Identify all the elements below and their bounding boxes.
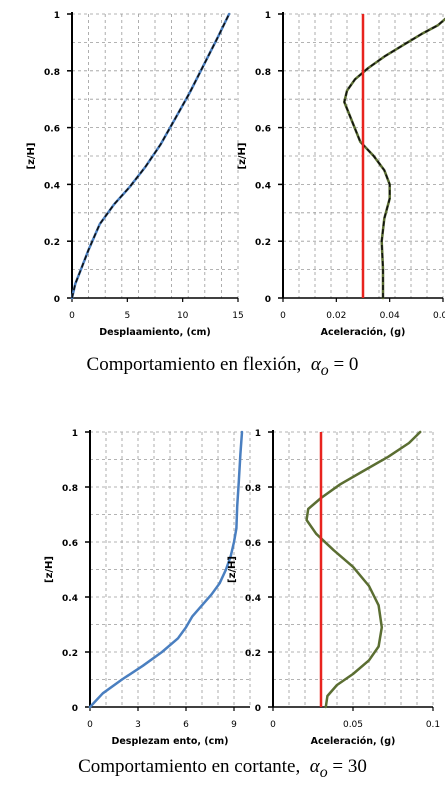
y-tick-label: 0.6: [44, 125, 60, 135]
y-axis-label: [z/H]: [44, 556, 55, 583]
y-tick-label: 0.4: [255, 181, 271, 191]
y-tick-label: 0.6: [255, 125, 271, 135]
y-tick-label: 0.2: [255, 238, 271, 248]
caption-flexion: Comportamiento en flexión, αo = 0: [86, 354, 359, 379]
x-tick-label: 5: [124, 311, 130, 321]
x-axis-label: Desplezam ento, (cm): [111, 736, 228, 747]
y-tick-label: 0.6: [62, 539, 78, 549]
y-tick-label: 0: [265, 295, 271, 305]
x-tick-label: 0.05: [343, 720, 363, 730]
x-tick-label: 6: [183, 720, 189, 730]
y-tick-label: 0.8: [44, 68, 60, 78]
x-tick-label: 9: [231, 720, 237, 730]
y-tick-label: 0.2: [245, 649, 261, 659]
y-axis-label: [z/H]: [237, 143, 248, 170]
x-tick-label: 0.06: [433, 311, 445, 321]
y-tick-label: 1: [265, 11, 271, 21]
y-axis-label: [z/H]: [227, 556, 238, 583]
y-tick-label: 0: [72, 704, 78, 714]
x-tick-label: 0: [270, 720, 276, 730]
series-line: [305, 430, 422, 709]
y-tick-label: 1: [255, 429, 261, 439]
y-tick-label: 0: [255, 704, 261, 714]
series-line-dashed: [343, 18, 445, 298]
y-tick-label: 0.2: [62, 649, 78, 659]
y-tick-label: 0.4: [62, 594, 78, 604]
x-tick-label: 3: [135, 720, 141, 730]
x-tick-label: 0.02: [326, 311, 346, 321]
y-tick-label: 1: [54, 11, 60, 21]
x-tick-label: 0.1: [426, 720, 440, 730]
caption-cortante: Comportamiento en cortante, αo = 30: [78, 756, 367, 781]
y-tick-label: 0.4: [44, 181, 60, 191]
y-tick-label: 0.2: [44, 238, 60, 248]
y-tick-label: 0.6: [245, 539, 261, 549]
x-tick-label: 0: [87, 720, 93, 730]
x-axis-label: Aceleración, (g): [321, 327, 406, 338]
y-tick-label: 0.8: [255, 68, 271, 78]
y-tick-label: 0: [54, 295, 60, 305]
y-tick-label: 0.8: [62, 484, 78, 494]
y-tick-label: 0.8: [245, 484, 261, 494]
x-tick-label: 0: [69, 311, 75, 321]
y-tick-label: 0.4: [245, 594, 261, 604]
x-axis-label: Desplaamiento, (cm): [99, 327, 210, 338]
series-line: [88, 430, 244, 709]
x-tick-label: 0: [280, 311, 286, 321]
x-tick-label: 10: [177, 311, 189, 321]
x-axis-label: Aceleración, (g): [311, 736, 396, 747]
y-axis-label: [z/H]: [26, 143, 37, 170]
x-tick-label: 15: [232, 311, 243, 321]
series-line-dashed: [71, 13, 230, 299]
y-tick-label: 1: [72, 429, 78, 439]
x-tick-label: 0.04: [380, 311, 400, 321]
